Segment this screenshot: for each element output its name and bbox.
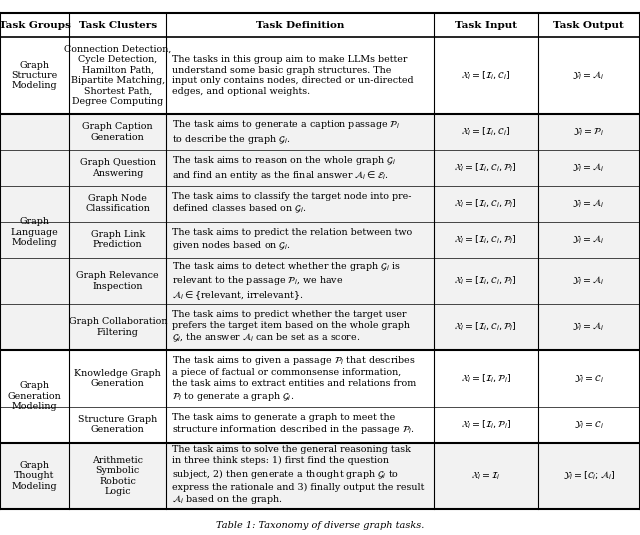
Text: $\mathcal{Y}_i = \mathcal{A}_i$: $\mathcal{Y}_i = \mathcal{A}_i$ (572, 233, 605, 246)
Bar (0, 350, 640, 442)
Text: $\mathcal{Y}_i = \mathcal{C}_i$: $\mathcal{Y}_i = \mathcal{C}_i$ (574, 372, 604, 385)
Text: $\mathcal{Y}_i = \mathcal{P}_i$: $\mathcal{Y}_i = \mathcal{P}_i$ (573, 126, 604, 138)
Text: Graph Relevance
Inspection: Graph Relevance Inspection (76, 271, 159, 291)
Text: $\mathcal{X}_i = [\mathcal{I}_i, \mathcal{C}_i]$: $\mathcal{X}_i = [\mathcal{I}_i, \mathca… (461, 126, 510, 138)
Text: The task aims to reason on the whole graph $\mathcal{G}_i$
and find an entity as: The task aims to reason on the whole gra… (172, 154, 396, 182)
Text: The task aims to solve the general reasoning task
in three think steps: 1) first: The task aims to solve the general reaso… (172, 446, 424, 507)
Text: $\mathcal{Y}_i = [\mathcal{C}_i; \mathcal{A}_i]$: $\mathcal{Y}_i = [\mathcal{C}_i; \mathca… (563, 470, 615, 482)
Text: Table 1: Taxonomy of diverse graph tasks.: Table 1: Taxonomy of diverse graph tasks… (216, 521, 424, 530)
Text: $\mathcal{X}_i = [\mathcal{I}_i, \mathcal{C}_i]$: $\mathcal{X}_i = [\mathcal{I}_i, \mathca… (461, 69, 510, 82)
Text: Task Output: Task Output (554, 21, 624, 29)
Text: Task Groups: Task Groups (0, 21, 70, 29)
Text: Graph Collaboration
Filtering: Graph Collaboration Filtering (68, 317, 167, 337)
Text: Graph Link
Prediction: Graph Link Prediction (91, 230, 145, 249)
Bar (0, 13, 640, 37)
Text: Task Definition: Task Definition (256, 21, 344, 29)
Text: $\mathcal{Y}_i = \mathcal{A}_i$: $\mathcal{Y}_i = \mathcal{A}_i$ (572, 274, 605, 287)
Text: The task aims to classify the target node into pre-
defined classes based on $\m: The task aims to classify the target nod… (172, 193, 411, 215)
Text: $\mathcal{X}_i = [\mathcal{I}_i, \mathcal{C}_i, \mathcal{P}_i]$: $\mathcal{X}_i = [\mathcal{I}_i, \mathca… (454, 274, 517, 287)
Text: Task Input: Task Input (455, 21, 516, 29)
Text: Graph Caption
Generation: Graph Caption Generation (83, 122, 153, 142)
Text: The task aims to detect whether the graph $\mathcal{G}_i$ is
relevant to the pas: The task aims to detect whether the grap… (172, 259, 401, 302)
Text: Connection Detection,
Cycle Detection,
Hamilton Path,
Bipartite Matching,
Shorte: Connection Detection, Cycle Detection, H… (64, 45, 172, 106)
Bar (0, 37, 640, 114)
Text: $\mathcal{X}_i = \mathcal{I}_i$: $\mathcal{X}_i = \mathcal{I}_i$ (471, 470, 500, 482)
Text: Structure Graph
Generation: Structure Graph Generation (78, 415, 157, 434)
Text: Graph
Language
Modeling: Graph Language Modeling (11, 217, 58, 247)
Text: Graph Node
Classification: Graph Node Classification (85, 194, 150, 213)
Text: $\mathcal{Y}_i = \mathcal{C}_i$: $\mathcal{Y}_i = \mathcal{C}_i$ (574, 418, 604, 431)
Text: The task aims to given a passage $\mathcal{P}_i$ that describes
a piece of factu: The task aims to given a passage $\mathc… (172, 354, 416, 403)
Text: $\mathcal{Y}_i = \mathcal{A}_i$: $\mathcal{Y}_i = \mathcal{A}_i$ (572, 321, 605, 333)
Text: $\mathcal{X}_i = [\mathcal{I}_i, \mathcal{C}_i, \mathcal{P}_i]$: $\mathcal{X}_i = [\mathcal{I}_i, \mathca… (454, 197, 517, 210)
Text: Graph
Generation
Modeling: Graph Generation Modeling (8, 381, 61, 411)
Text: $\mathcal{Y}_i = \mathcal{A}_i$: $\mathcal{Y}_i = \mathcal{A}_i$ (572, 197, 605, 210)
Text: Task Clusters: Task Clusters (79, 21, 157, 29)
Text: The task aims to predict whether the target user
prefers the target item based o: The task aims to predict whether the tar… (172, 310, 410, 343)
Text: $\mathcal{X}_i = [\mathcal{I}_i, \mathcal{P}_i]$: $\mathcal{X}_i = [\mathcal{I}_i, \mathca… (461, 372, 511, 385)
Text: Graph
Thought
Modeling: Graph Thought Modeling (12, 461, 58, 491)
Text: The task aims to generate a caption passage $\mathcal{P}_i$
to describe the grap: The task aims to generate a caption pass… (172, 118, 399, 146)
Text: $\mathcal{Y}_i = \mathcal{A}_i$: $\mathcal{Y}_i = \mathcal{A}_i$ (572, 162, 605, 174)
Text: $\mathcal{X}_i = [\mathcal{I}_i, \mathcal{C}_i, \mathcal{P}_i]$: $\mathcal{X}_i = [\mathcal{I}_i, \mathca… (454, 162, 517, 174)
Text: Knowledge Graph
Generation: Knowledge Graph Generation (74, 369, 161, 388)
Text: Graph Question
Answering: Graph Question Answering (80, 158, 156, 178)
Text: The task aims to predict the relation between two
given nodes based on $\mathcal: The task aims to predict the relation be… (172, 228, 412, 251)
Text: The task aims to generate a graph to meet the
structure information described in: The task aims to generate a graph to mee… (172, 412, 414, 437)
Text: $\mathcal{X}_i = [\mathcal{I}_i, \mathcal{C}_i, \mathcal{P}_i]$: $\mathcal{X}_i = [\mathcal{I}_i, \mathca… (454, 233, 517, 246)
Bar (0, 114, 640, 350)
Text: Arithmetic
Symbolic
Robotic
Logic: Arithmetic Symbolic Robotic Logic (92, 456, 143, 496)
Text: $\mathcal{X}_i = [\mathcal{I}_i, \mathcal{C}_i, \mathcal{P}_i]$: $\mathcal{X}_i = [\mathcal{I}_i, \mathca… (454, 321, 517, 333)
Text: The tasks in this group aim to make LLMs better
understand some basic graph stru: The tasks in this group aim to make LLMs… (172, 55, 413, 96)
Bar (0, 442, 640, 509)
Text: Graph
Structure
Modeling: Graph Structure Modeling (12, 60, 58, 90)
Text: $\mathcal{X}_i = [\mathcal{I}_i, \mathcal{P}_i]$: $\mathcal{X}_i = [\mathcal{I}_i, \mathca… (461, 418, 511, 431)
Text: $\mathcal{Y}_i = \mathcal{A}_i$: $\mathcal{Y}_i = \mathcal{A}_i$ (572, 69, 605, 82)
